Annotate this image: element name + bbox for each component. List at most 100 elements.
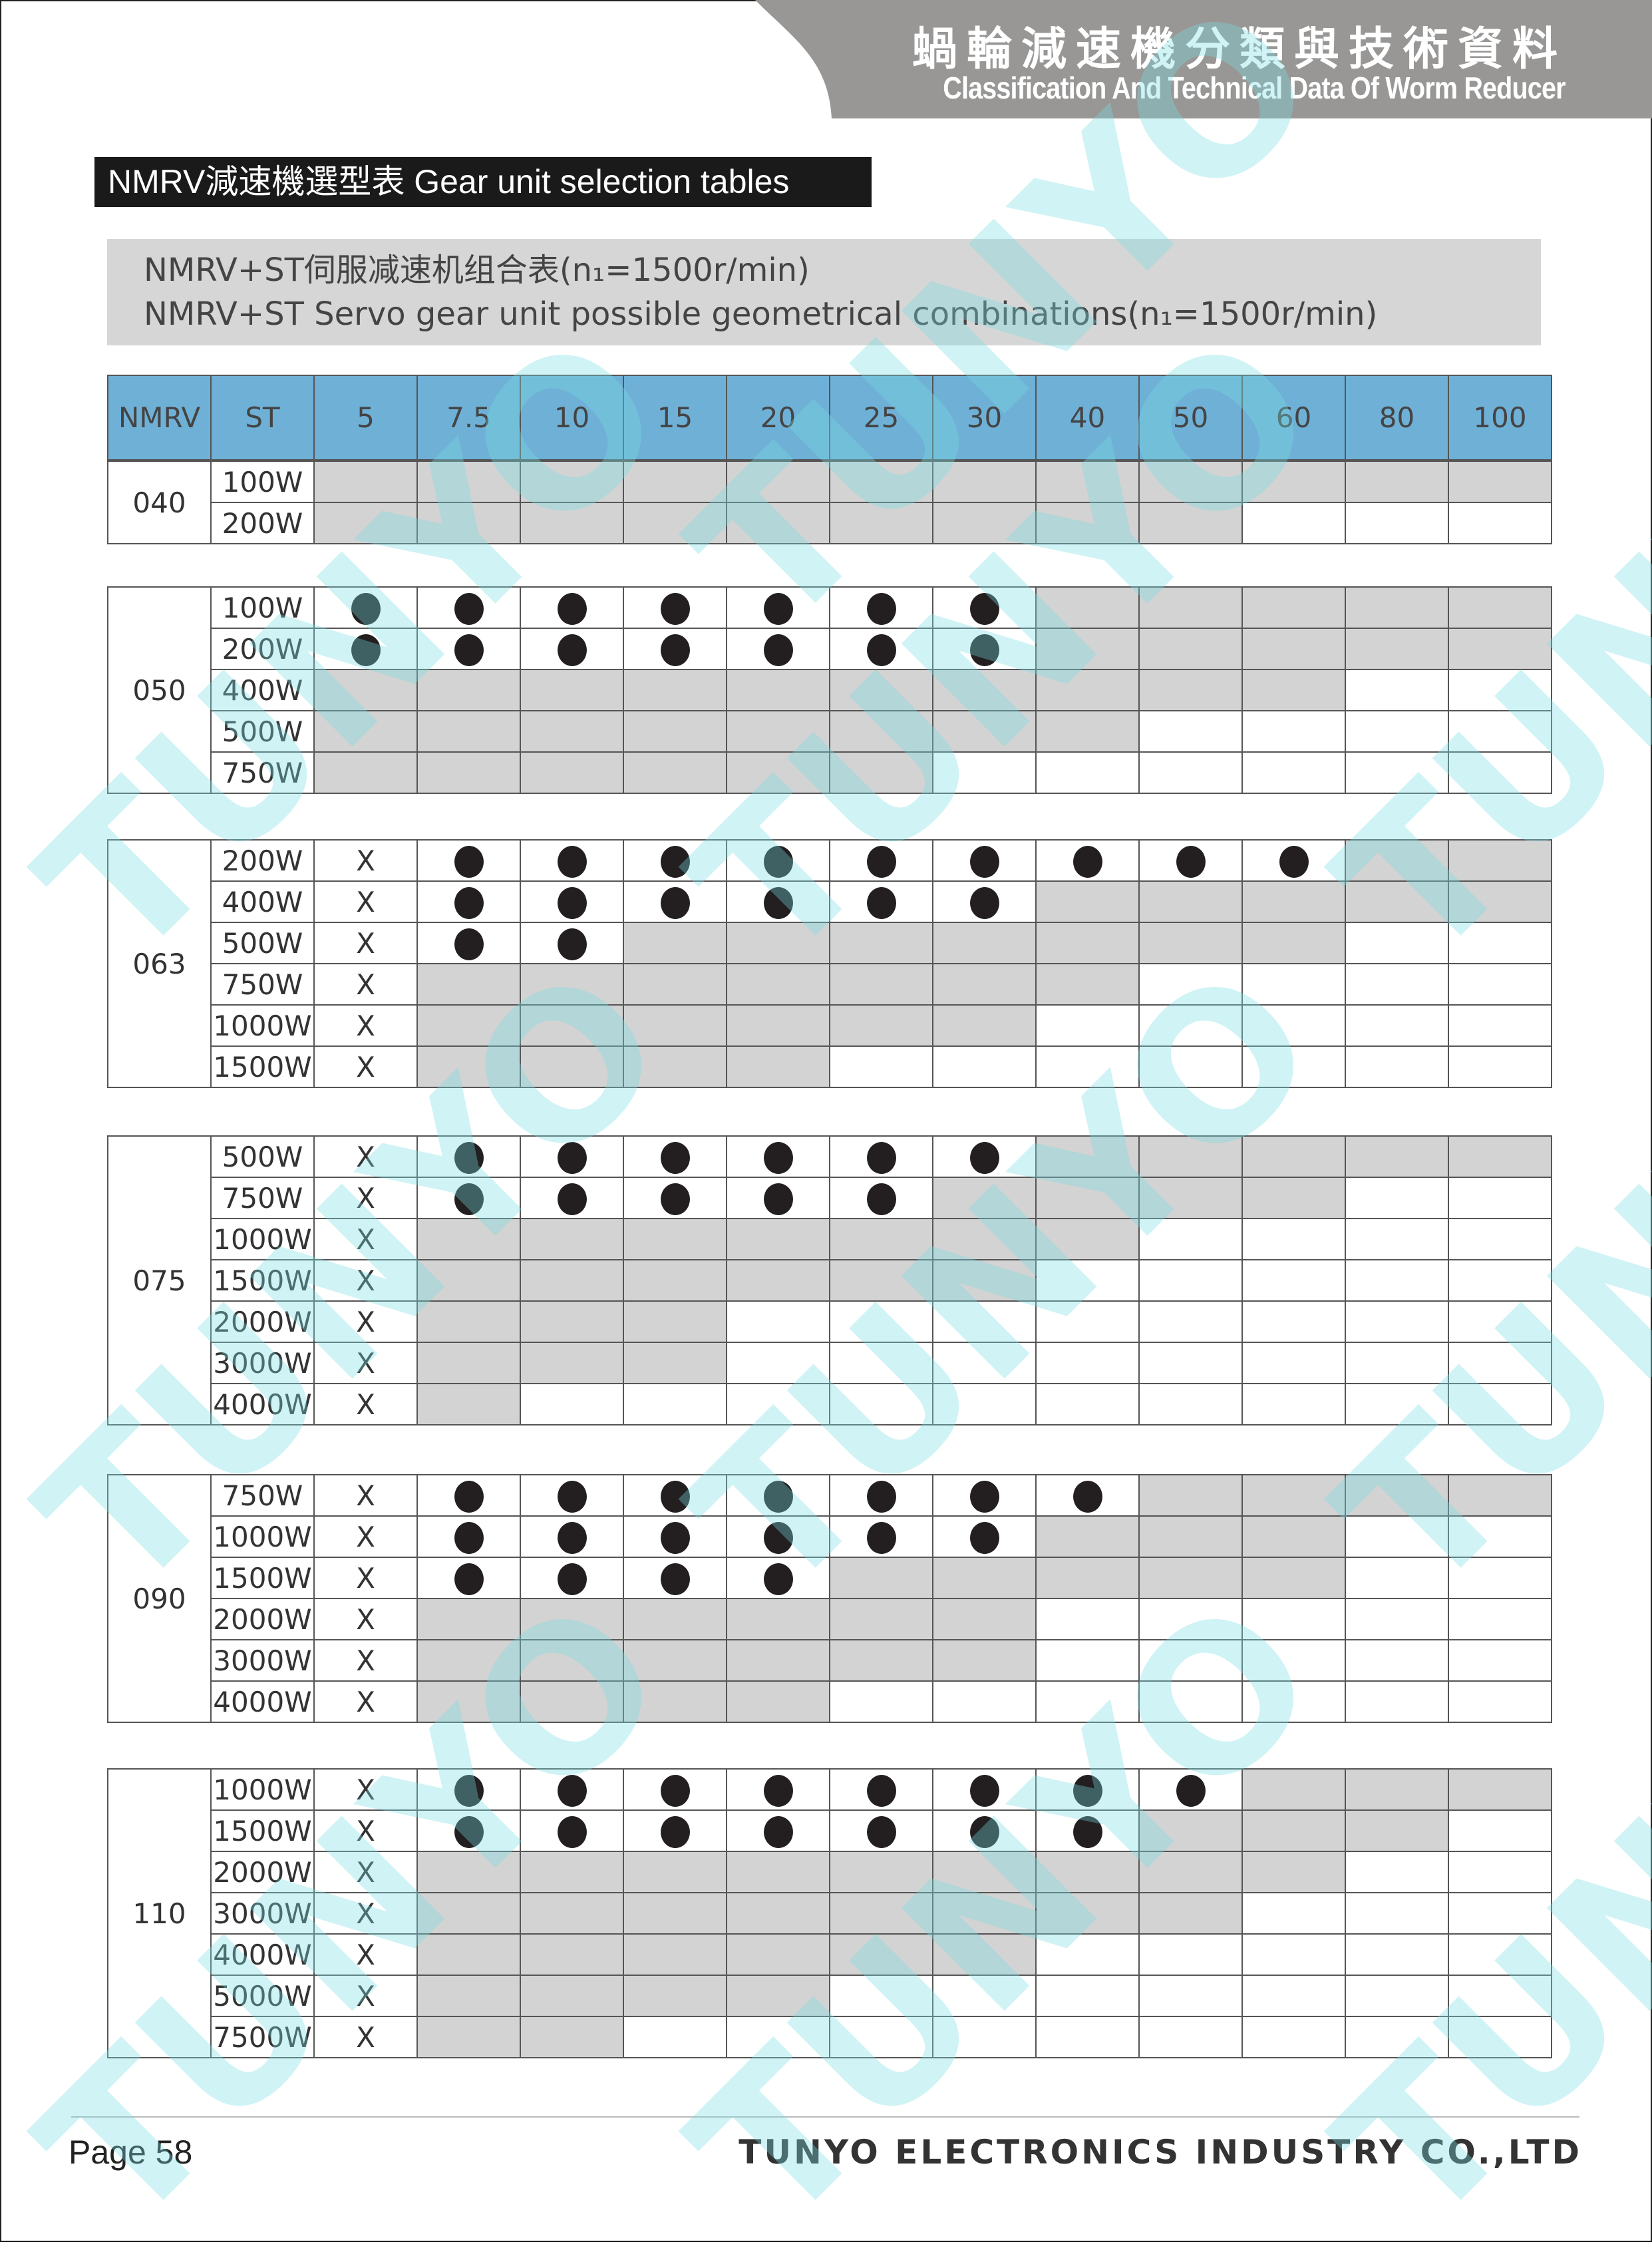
cell-available bbox=[416, 839, 521, 882]
cell-unavailable bbox=[623, 1300, 727, 1343]
cell-unavailable bbox=[932, 1639, 1037, 1682]
cell-empty bbox=[1345, 669, 1449, 711]
dot-icon bbox=[1176, 845, 1206, 878]
cell-unavailable bbox=[1448, 1474, 1552, 1517]
cell-unavailable bbox=[829, 669, 933, 711]
cell-unavailable bbox=[726, 922, 830, 964]
cell-not-possible: X bbox=[313, 1680, 418, 1723]
st-motor-power: 5000W bbox=[210, 1975, 315, 2017]
cell-unavailable bbox=[1035, 502, 1140, 544]
st-motor-power: 400W bbox=[210, 669, 315, 711]
cell-available bbox=[520, 1768, 624, 1811]
dot-icon bbox=[763, 1183, 793, 1215]
dot-icon bbox=[866, 592, 896, 625]
cell-not-possible: X bbox=[313, 1768, 418, 1811]
cell-empty bbox=[1138, 1639, 1243, 1682]
cell-unavailable bbox=[1345, 1768, 1449, 1811]
cell-empty bbox=[1448, 1639, 1552, 1682]
cell-unavailable bbox=[829, 1218, 933, 1260]
cell-unavailable bbox=[1138, 628, 1243, 670]
cell-not-possible: X bbox=[313, 1045, 418, 1088]
cell-unavailable bbox=[1138, 669, 1243, 711]
cell-unavailable bbox=[829, 1851, 933, 1893]
cell-unavailable bbox=[1035, 1177, 1140, 1219]
cell-available bbox=[726, 586, 830, 629]
cell-unavailable bbox=[932, 1892, 1037, 1935]
column-header: 30 bbox=[932, 375, 1037, 461]
cell-unavailable bbox=[520, 1300, 624, 1343]
cell-unavailable bbox=[1138, 586, 1243, 629]
cell-unavailable bbox=[416, 1342, 521, 1384]
cell-unavailable bbox=[829, 1598, 933, 1640]
dot-icon bbox=[969, 1774, 999, 1807]
column-header: NMRV bbox=[107, 375, 212, 461]
cell-empty bbox=[932, 2016, 1037, 2058]
column-header: 25 bbox=[829, 375, 933, 461]
cell-unavailable bbox=[520, 1975, 624, 2017]
table-row: 3000W X bbox=[108, 1639, 1552, 1682]
dot-icon bbox=[763, 592, 793, 625]
cell-empty bbox=[1448, 1680, 1552, 1723]
cell-unavailable bbox=[416, 461, 521, 503]
dot-icon bbox=[866, 1521, 896, 1554]
cell-available bbox=[829, 1515, 933, 1558]
column-header: 5 bbox=[313, 375, 418, 461]
cell-not-possible: X bbox=[313, 1639, 418, 1682]
cell-unavailable bbox=[1345, 1809, 1449, 1852]
cell-unavailable bbox=[726, 1218, 830, 1260]
nmrv-size: 075 bbox=[107, 1135, 212, 1425]
cell-empty bbox=[1035, 1300, 1140, 1343]
dot-icon bbox=[557, 1774, 587, 1807]
cell-empty bbox=[1448, 1004, 1552, 1047]
cell-unavailable bbox=[1035, 669, 1140, 711]
cell-empty bbox=[1448, 922, 1552, 964]
cell-empty bbox=[829, 1045, 933, 1088]
cell-available bbox=[416, 1768, 521, 1811]
cell-empty bbox=[726, 1300, 830, 1343]
cell-unavailable bbox=[726, 1639, 830, 1682]
cell-unavailable bbox=[623, 1933, 727, 1976]
cell-not-possible: X bbox=[313, 1300, 418, 1343]
cell-available bbox=[623, 1768, 727, 1811]
cell-not-possible: X bbox=[313, 1515, 418, 1558]
company-name: TUNYO ELECTRONICS INDUSTRY CO.,LTD bbox=[739, 2133, 1582, 2172]
cell-unavailable bbox=[829, 963, 933, 1006]
cell-unavailable bbox=[1138, 1177, 1243, 1219]
cell-unavailable bbox=[1345, 1135, 1449, 1178]
cell-unavailable bbox=[313, 502, 418, 544]
cell-empty bbox=[932, 1680, 1037, 1723]
dot-icon bbox=[763, 845, 793, 878]
table-row: 750W X bbox=[108, 963, 1552, 1006]
cell-available bbox=[520, 922, 624, 964]
size-group-090: 090 750W X 1000W X 1500W X 2000W X 3000W X 4000W X bbox=[107, 1474, 1552, 1723]
cell-available bbox=[520, 628, 624, 670]
dot-icon bbox=[454, 1521, 484, 1554]
cell-empty bbox=[1138, 1975, 1243, 2017]
cell-empty bbox=[1241, 963, 1346, 1006]
cell-available bbox=[623, 880, 727, 923]
cell-available bbox=[932, 1135, 1037, 1178]
cell-empty bbox=[1241, 1300, 1346, 1343]
cell-available bbox=[416, 922, 521, 964]
cell-empty bbox=[829, 1383, 933, 1425]
cell-unavailable bbox=[932, 1598, 1037, 1640]
cell-unavailable bbox=[829, 502, 933, 544]
cell-empty bbox=[1345, 1177, 1449, 1219]
cell-available bbox=[726, 1474, 830, 1517]
cell-available bbox=[1035, 839, 1140, 882]
table-row: 1500W X bbox=[108, 1557, 1552, 1599]
cell-empty bbox=[932, 1300, 1037, 1343]
cell-available bbox=[416, 1515, 521, 1558]
cell-available bbox=[1138, 839, 1243, 882]
dot-icon bbox=[557, 1183, 587, 1215]
table-row: 750W bbox=[108, 751, 1552, 794]
cell-unavailable bbox=[726, 461, 830, 503]
cell-unavailable bbox=[726, 1004, 830, 1047]
cell-unavailable bbox=[520, 1680, 624, 1723]
cell-empty bbox=[1241, 1004, 1346, 1047]
cell-unavailable bbox=[1035, 628, 1140, 670]
cell-available bbox=[520, 1557, 624, 1599]
cell-available bbox=[829, 839, 933, 882]
cell-available bbox=[520, 586, 624, 629]
dot-icon bbox=[660, 1480, 690, 1513]
